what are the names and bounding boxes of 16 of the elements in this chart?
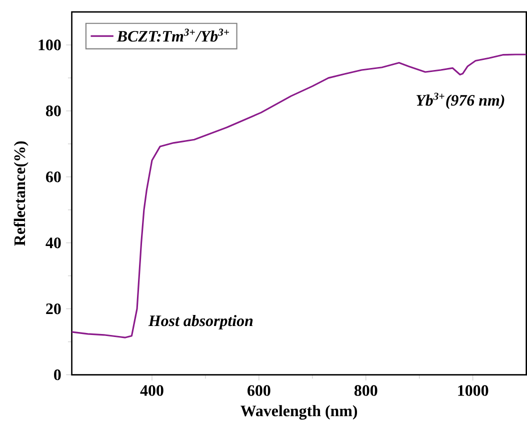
y-tick-label: 60 [46, 172, 61, 182]
y-tick-label: 20 [46, 304, 61, 314]
annotation: Yb$^{3+}$(976 nm) [416, 92, 504, 110]
x-tick-label: 400 [140, 385, 164, 396]
legend-label: BCZT:Tm$^{3+}$/Yb$^{3+}$ [116, 28, 230, 42]
y-tick-label: 40 [46, 238, 61, 248]
x-axis-title: Wavelength (nm) [240, 405, 358, 420]
x-tick-label: 600 [248, 385, 270, 396]
line-series [72, 54, 526, 339]
x-tick-label: 800 [354, 385, 378, 396]
x-tick-label: 1000 [458, 385, 488, 396]
y-tick-label: 80 [46, 106, 61, 116]
annotation: Host absorption [148, 315, 253, 330]
y-tick-label: 100 [38, 40, 61, 50]
y-axis-title: Reflectance(%) [14, 142, 28, 246]
y-tick-label: 0 [54, 370, 61, 380]
